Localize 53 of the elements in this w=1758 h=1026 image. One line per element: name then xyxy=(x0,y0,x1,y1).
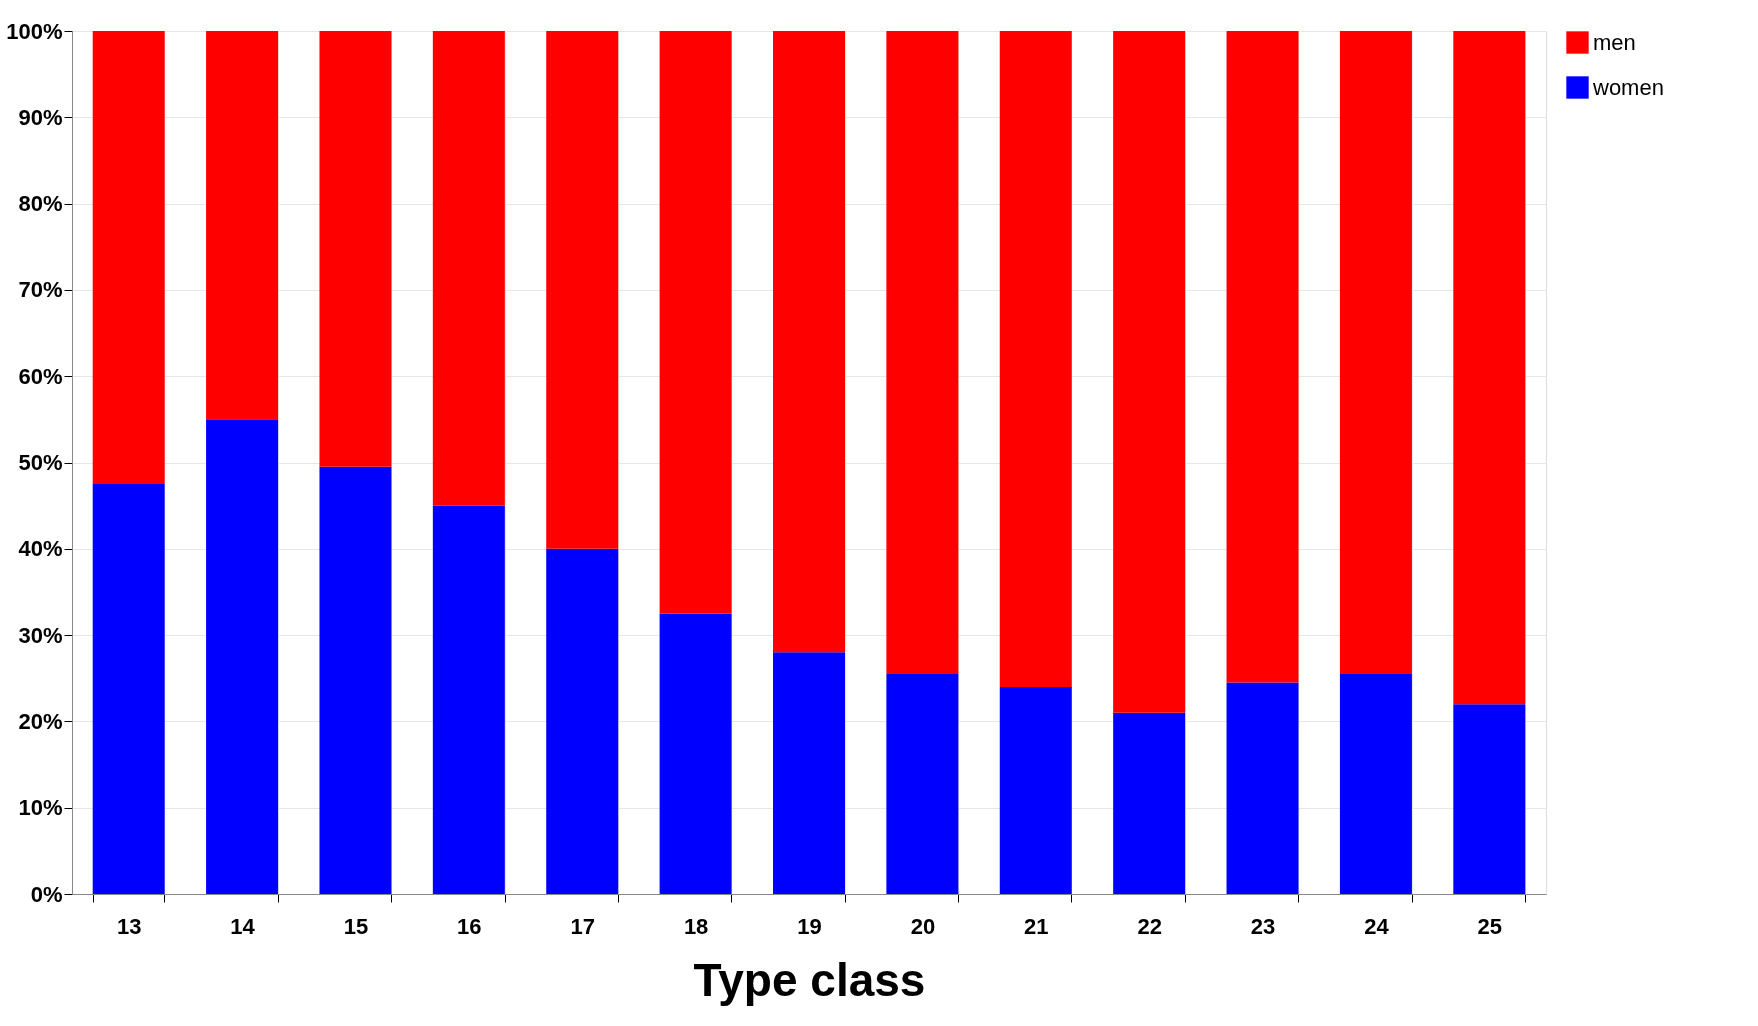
y-tick-label: 90% xyxy=(18,104,63,130)
y-tick-label: 20% xyxy=(18,708,63,734)
legend-label: men xyxy=(1593,29,1636,55)
bar xyxy=(1453,704,1526,894)
bar xyxy=(432,505,505,894)
bar xyxy=(773,31,845,653)
x-tick-label: 18 xyxy=(683,913,709,939)
x-tick-label: 17 xyxy=(570,913,595,939)
x-tick-label: 25 xyxy=(1477,913,1503,939)
bar xyxy=(1339,31,1412,674)
y-tick-label: 60% xyxy=(18,363,63,389)
legend-label: women xyxy=(1592,74,1664,100)
bar xyxy=(659,613,732,894)
bar xyxy=(1226,682,1299,894)
bar xyxy=(92,31,165,485)
y-tick-label: 80% xyxy=(18,191,63,217)
y-tick-label: 100% xyxy=(6,18,63,44)
y-tick-label: 10% xyxy=(18,795,63,821)
bar xyxy=(1453,31,1526,705)
bar xyxy=(319,466,392,894)
bar xyxy=(546,31,619,549)
bar xyxy=(886,31,959,674)
bar xyxy=(206,419,279,894)
bar xyxy=(1226,31,1299,683)
bar xyxy=(886,673,959,894)
x-tick-label: 21 xyxy=(1024,913,1049,939)
bar xyxy=(659,31,732,614)
bar xyxy=(319,31,392,467)
x-axis-title: Type class xyxy=(693,953,926,1006)
bar xyxy=(206,31,279,420)
x-tick-label: 24 xyxy=(1364,913,1390,939)
bar xyxy=(546,548,619,894)
x-tick-label: 14 xyxy=(230,913,256,939)
bar xyxy=(432,31,505,506)
bar xyxy=(92,484,165,894)
y-tick-label: 70% xyxy=(18,277,63,303)
x-tick-label: 15 xyxy=(343,913,369,939)
bar xyxy=(1339,673,1412,894)
bar xyxy=(1113,712,1186,894)
x-tick-label: 19 xyxy=(797,913,822,939)
y-tick-label: 30% xyxy=(18,622,63,648)
x-tick-label: 13 xyxy=(116,913,142,939)
x-tick-label: 22 xyxy=(1137,913,1162,939)
x-tick-label: 16 xyxy=(457,913,482,939)
bar xyxy=(999,31,1072,687)
y-tick-label: 50% xyxy=(18,450,63,475)
bar xyxy=(1113,31,1186,713)
bar xyxy=(999,686,1072,894)
y-tick-label: 40% xyxy=(18,536,63,562)
y-tick-label: 0% xyxy=(30,881,63,907)
bar xyxy=(773,652,845,894)
x-tick-label: 20 xyxy=(910,913,936,939)
x-tick-label: 23 xyxy=(1250,913,1276,939)
